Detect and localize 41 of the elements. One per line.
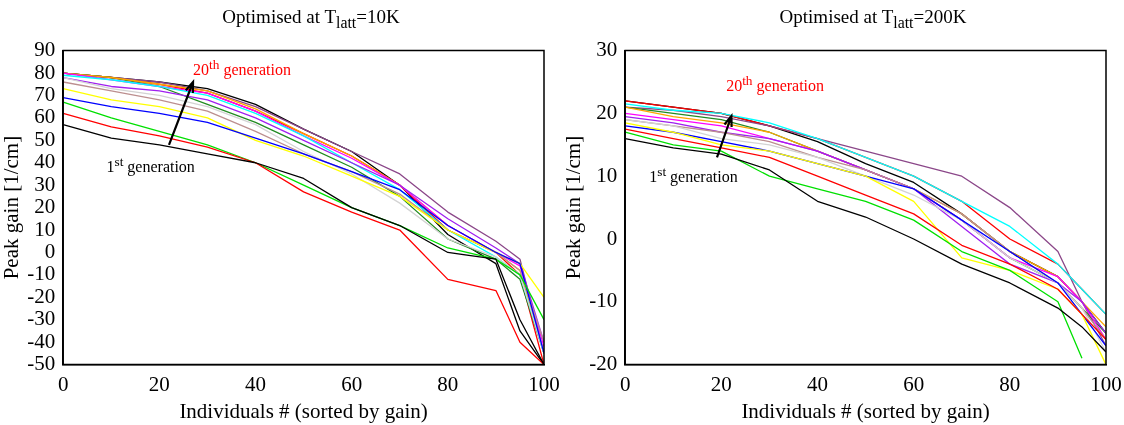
y-tick-label: 40 <box>34 149 56 174</box>
y-tick-label: 70 <box>34 81 56 106</box>
y-tick-label: 30 <box>596 37 618 62</box>
x-tick-label: 80 <box>437 371 459 396</box>
x-tick-label: 100 <box>1090 371 1122 396</box>
x-tick-label: 20 <box>710 371 732 396</box>
y-tick-label: 20 <box>34 194 56 219</box>
x-tick-label: 20 <box>148 371 170 396</box>
annotation: 1$^{st}$ generation <box>106 154 195 177</box>
y-tick-label: 80 <box>34 59 56 84</box>
x-axis-title: Individuals # (sorted by gain) <box>179 398 428 423</box>
y-axis-title: Peak gain [1/cm] <box>0 135 24 280</box>
annotation: 20$^{th}$ generation <box>726 72 825 95</box>
chart-title: Optimised at T$_{latt}$=200K <box>778 6 968 32</box>
x-tick-label: 60 <box>341 371 363 396</box>
x-tick-label: 40 <box>245 371 267 396</box>
y-tick-label: 60 <box>34 104 56 129</box>
x-axis-title: Individuals # (sorted by gain) <box>741 398 990 423</box>
y-tick-label: 0 <box>606 225 618 250</box>
y-tick-label: -50 <box>27 351 56 376</box>
y-tick-label: -20 <box>589 351 618 376</box>
y-tick-label: -10 <box>589 288 618 313</box>
annotation: 1$^{st}$ generation <box>649 163 738 186</box>
y-tick-label: -30 <box>27 306 56 331</box>
x-tick-label: 100 <box>528 371 560 396</box>
x-tick-label: 80 <box>999 371 1021 396</box>
y-tick-label: 0 <box>44 238 56 263</box>
y-tick-label: 20 <box>596 99 618 124</box>
x-tick-label: 40 <box>807 371 829 396</box>
y-tick-label: 10 <box>596 162 618 187</box>
y-tick-label: -40 <box>27 328 56 353</box>
x-tick-label: 60 <box>903 371 925 396</box>
y-tick-label: 10 <box>34 216 56 241</box>
y-tick-label: 30 <box>34 171 56 196</box>
y-tick-label: 50 <box>34 126 56 151</box>
chart-title: Optimised at T$_{latt}$=10K <box>221 6 401 32</box>
y-tick-label: 90 <box>34 37 56 62</box>
y-tick-label: -20 <box>27 283 56 308</box>
annotation: 20$^{th}$ generation <box>193 56 291 80</box>
y-axis-title: Peak gain [1/cm] <box>561 135 586 280</box>
y-tick-label: -10 <box>27 261 56 286</box>
